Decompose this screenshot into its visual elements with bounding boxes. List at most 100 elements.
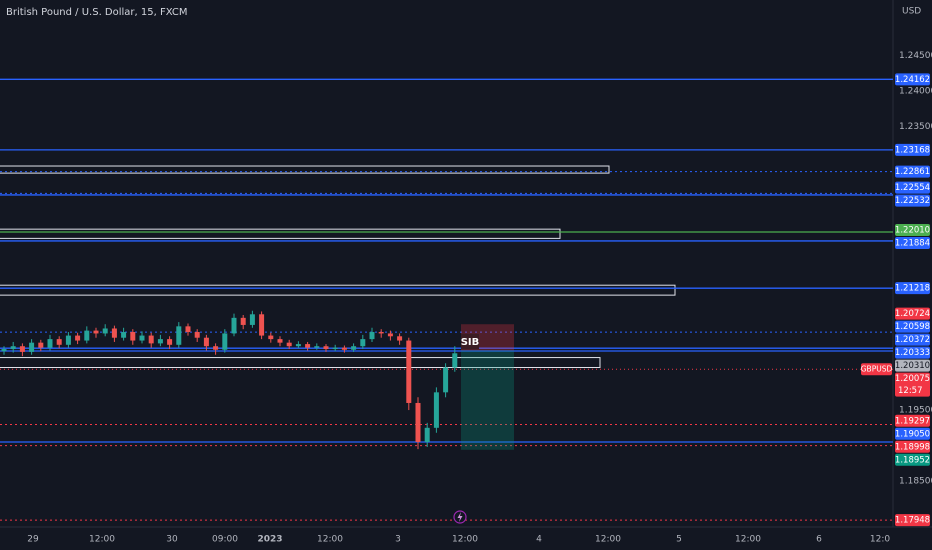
candle-body — [47, 339, 53, 348]
price-label: 1.19297 — [895, 416, 930, 426]
candle-body — [84, 330, 90, 341]
candle-body — [29, 342, 35, 352]
x-tick-label: 12:00 — [89, 535, 115, 545]
price-label-bg — [895, 346, 930, 359]
price-label: 1.18952 — [895, 455, 930, 465]
candle-body — [341, 347, 347, 350]
x-tick-label: 12:00 — [595, 535, 621, 545]
candle-body — [415, 402, 421, 442]
candle-body — [10, 346, 16, 350]
candle-body — [314, 346, 320, 348]
price-label-bg — [895, 372, 930, 397]
y-tick-label: 1.19500 — [899, 406, 932, 416]
price-label-bg — [895, 453, 930, 466]
price-label: 1.20333 — [895, 348, 930, 358]
price-label: 1.22532 — [895, 196, 930, 206]
price-axis: 1.24500 1.24000 1.23500 1.19500 1.18500 1.241… — [895, 51, 932, 527]
event-icon[interactable] — [453, 510, 467, 524]
x-tick-label: 12:00 — [452, 535, 478, 545]
price-label-bg — [895, 165, 930, 178]
x-tick-label: 12:00 — [317, 535, 343, 545]
y-tick-label: 1.24000 — [899, 86, 932, 96]
price-label: 1.21218 — [895, 284, 930, 294]
candle-body — [360, 339, 366, 347]
candle-body — [167, 339, 173, 345]
position-target — [461, 350, 514, 450]
chart-title: British Pound / U.S. Dollar, 15, FXCM — [6, 7, 187, 18]
price-label: 1.23168 — [895, 145, 930, 155]
zone-box — [0, 284, 676, 296]
y-tick-label: 1.24500 — [899, 51, 932, 61]
candle-body — [19, 346, 25, 352]
candle-body — [38, 342, 44, 348]
candle-body — [323, 346, 329, 350]
x-tick-label: 12:0 — [870, 535, 890, 545]
price-label-bg — [895, 440, 930, 453]
price-label-bg — [895, 73, 930, 86]
price-label: 1.20372 — [895, 335, 930, 345]
candle-body — [378, 332, 384, 334]
price-label: 1.24162 — [895, 75, 930, 85]
candle-body — [157, 339, 163, 344]
candle-body — [93, 330, 99, 334]
currency-label: USD — [902, 7, 921, 17]
price-label: 1.20075 — [895, 374, 930, 384]
y-tick-label: 1.18500 — [899, 477, 932, 487]
zone-box — [0, 228, 561, 239]
symbol-label-bg — [861, 363, 892, 376]
candle-body — [75, 335, 81, 341]
x-tick-label: 12:00 — [735, 535, 761, 545]
symbol-label: GBPUSD — [861, 364, 893, 373]
price-label-bg — [895, 333, 930, 346]
price-label-bg — [895, 359, 930, 372]
candle-body — [203, 337, 209, 347]
candle-body — [433, 392, 439, 428]
price-label-bg — [895, 320, 930, 333]
candle-body — [222, 333, 228, 350]
annotation-bg — [461, 334, 479, 349]
x-tick-label: 4 — [536, 535, 542, 545]
x-tick-label: 6 — [816, 535, 822, 545]
candle-body — [130, 332, 136, 341]
price-label: 1.22554 — [895, 183, 930, 193]
candle-body — [148, 335, 154, 344]
price-label-bg — [895, 181, 930, 194]
candle-body — [231, 317, 237, 334]
lightning[interactable] — [457, 512, 463, 522]
x-tick-label: 3 — [395, 535, 401, 545]
candle-body — [213, 346, 219, 350]
candle-body — [397, 336, 403, 341]
x-tick-label: 09:00 — [212, 535, 238, 545]
price-label-bg — [895, 194, 930, 207]
price-label-bg — [895, 414, 930, 427]
price-label: 1.22861 — [895, 167, 930, 177]
price-label-bg — [895, 427, 930, 440]
price-label: 1.20724 — [895, 309, 930, 319]
price-label: 1.19050 — [895, 429, 930, 439]
candle-body — [56, 339, 62, 345]
annotation: SIB — [461, 337, 480, 348]
price-label-bg — [895, 282, 930, 295]
candle-body — [424, 427, 430, 442]
candle-body — [259, 314, 265, 336]
candle-body — [176, 326, 182, 345]
x-tick-label: 5 — [676, 535, 682, 545]
y-tick-label: 1.23500 — [899, 122, 932, 132]
candle-body — [351, 346, 357, 350]
x-tick-label: 30 — [166, 535, 178, 545]
price-label-bg — [895, 143, 930, 156]
candle-body — [102, 328, 108, 334]
candle-body — [240, 317, 246, 325]
price-label: 1.22010 — [895, 225, 930, 235]
candle-body — [286, 342, 292, 347]
price-label-bg — [895, 236, 930, 249]
candle-body — [369, 332, 375, 340]
countdown: 12:57 — [898, 386, 923, 396]
candle-body — [443, 367, 449, 393]
zone-box — [0, 165, 610, 174]
price-label: 1.20310 — [895, 361, 930, 371]
zone-box — [0, 357, 601, 368]
candle-body — [65, 335, 71, 345]
